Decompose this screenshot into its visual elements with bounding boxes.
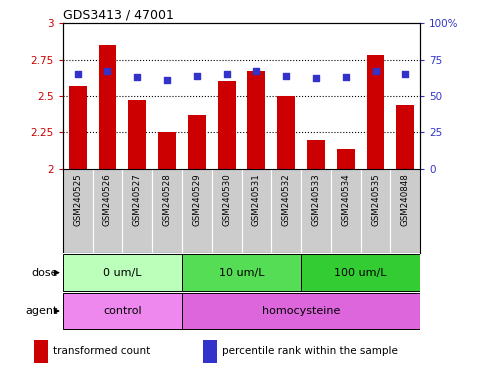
Text: percentile rank within the sample: percentile rank within the sample bbox=[222, 346, 398, 356]
Point bbox=[104, 68, 112, 74]
Bar bbox=[301, 254, 420, 291]
Bar bbox=[277, 96, 295, 169]
Text: GSM240525: GSM240525 bbox=[73, 173, 82, 226]
Text: 100 um/L: 100 um/L bbox=[334, 268, 387, 278]
Point bbox=[312, 75, 320, 81]
Text: homocysteine: homocysteine bbox=[262, 306, 340, 316]
Bar bbox=[128, 100, 146, 169]
Point bbox=[74, 71, 82, 77]
Point bbox=[193, 73, 201, 79]
Point bbox=[163, 77, 171, 83]
Point bbox=[342, 74, 350, 80]
Bar bbox=[158, 132, 176, 169]
Bar bbox=[188, 115, 206, 169]
Point bbox=[253, 68, 260, 74]
Bar bbox=[63, 293, 182, 329]
Bar bbox=[218, 81, 236, 169]
Point bbox=[223, 71, 230, 77]
Text: GSM240533: GSM240533 bbox=[312, 173, 320, 226]
Text: transformed count: transformed count bbox=[53, 346, 150, 356]
Text: GSM240526: GSM240526 bbox=[103, 173, 112, 226]
Bar bbox=[34, 340, 48, 362]
Text: GSM240534: GSM240534 bbox=[341, 173, 350, 226]
Point bbox=[401, 71, 409, 77]
Text: GSM240535: GSM240535 bbox=[371, 173, 380, 226]
Point bbox=[133, 74, 141, 80]
Bar bbox=[397, 105, 414, 169]
Bar bbox=[69, 86, 86, 169]
Text: GSM240529: GSM240529 bbox=[192, 173, 201, 226]
Text: GSM240532: GSM240532 bbox=[282, 173, 291, 226]
Bar bbox=[182, 293, 420, 329]
Bar bbox=[203, 340, 217, 362]
Text: GSM240531: GSM240531 bbox=[252, 173, 261, 226]
Text: 0 um/L: 0 um/L bbox=[103, 268, 142, 278]
Text: GSM240528: GSM240528 bbox=[163, 173, 171, 226]
Text: GDS3413 / 47001: GDS3413 / 47001 bbox=[63, 9, 174, 22]
Bar bbox=[247, 71, 265, 169]
Point bbox=[282, 73, 290, 79]
Bar bbox=[182, 254, 301, 291]
Text: agent: agent bbox=[26, 306, 58, 316]
Bar bbox=[307, 140, 325, 169]
Bar bbox=[367, 55, 384, 169]
Text: GSM240848: GSM240848 bbox=[401, 173, 410, 226]
Text: GSM240527: GSM240527 bbox=[133, 173, 142, 226]
Bar bbox=[337, 149, 355, 169]
Point bbox=[372, 68, 380, 74]
Bar bbox=[99, 45, 116, 169]
Text: control: control bbox=[103, 306, 142, 316]
Text: GSM240530: GSM240530 bbox=[222, 173, 231, 226]
Text: dose: dose bbox=[31, 268, 58, 278]
Bar bbox=[63, 254, 182, 291]
Text: 10 um/L: 10 um/L bbox=[219, 268, 264, 278]
